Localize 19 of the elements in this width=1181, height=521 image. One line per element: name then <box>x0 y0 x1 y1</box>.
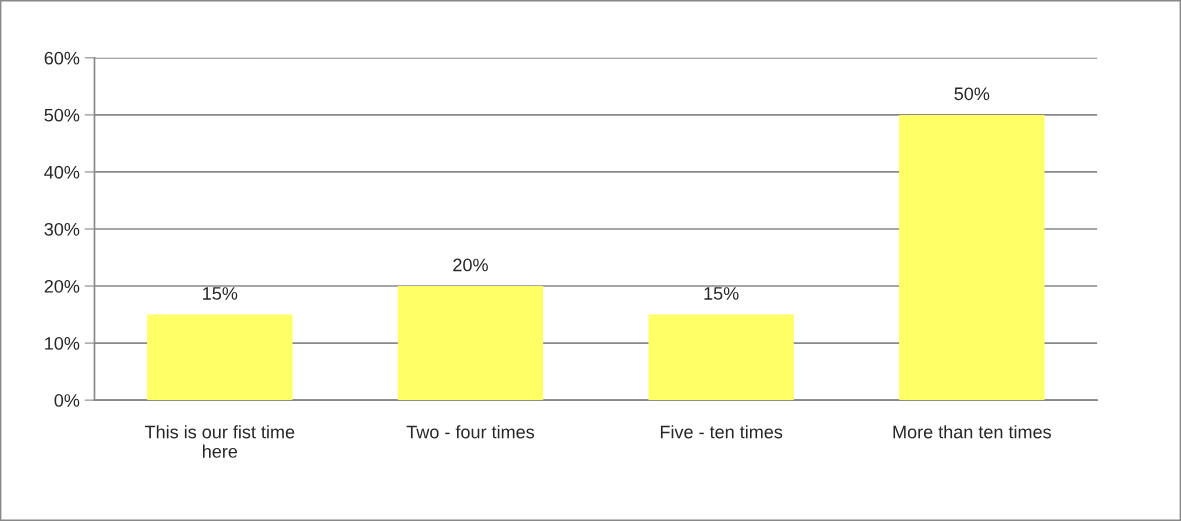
y-tick-label: 40% <box>44 165 80 179</box>
data-label: 15% <box>704 287 739 300</box>
y-tick-label: 30% <box>44 222 80 236</box>
bar <box>397 286 544 401</box>
bar <box>648 314 794 401</box>
y-tick-label: 50% <box>44 108 80 122</box>
x-tick-label: Five - ten times <box>660 425 783 439</box>
data-label: 15% <box>203 287 238 300</box>
data-label: 20% <box>453 258 488 272</box>
y-tick-label: 0% <box>54 394 80 407</box>
y-tick-label: 10% <box>45 337 80 350</box>
y-tick-label: 60% <box>44 51 80 65</box>
x-tick-label: This is our fist time here <box>144 425 295 458</box>
x-tick-label: More than ten times <box>893 425 1051 439</box>
x-tick-label: Two - four times <box>406 425 535 439</box>
bar <box>147 314 293 401</box>
data-label: 50% <box>954 87 990 101</box>
y-tick-label: 20% <box>44 279 80 293</box>
bar <box>899 114 1045 401</box>
